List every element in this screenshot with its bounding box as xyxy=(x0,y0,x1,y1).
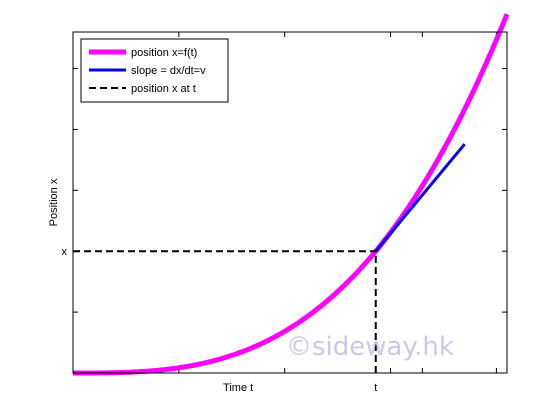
series-position-curve xyxy=(72,13,510,376)
legend-label-2: position x at t xyxy=(131,83,196,95)
x-axis-label: Time t xyxy=(223,382,253,394)
legend-label-0: position x=f(t) xyxy=(131,47,197,59)
x-tick-label-0: t xyxy=(374,382,377,394)
watermark: ©sideway.hk xyxy=(286,332,454,362)
labels: t x Time t Position x xyxy=(48,178,377,394)
series-slope-tangent xyxy=(374,143,466,253)
series-layer xyxy=(72,13,510,376)
y-tick-label-0: x xyxy=(62,246,68,258)
y-axis-label: Position x xyxy=(48,178,60,226)
legend: position x=f(t) slope = dx/dt=v position x… xyxy=(80,38,229,103)
legend-label-1: slope = dx/dt=v xyxy=(131,65,206,77)
axes-frame xyxy=(72,31,508,374)
